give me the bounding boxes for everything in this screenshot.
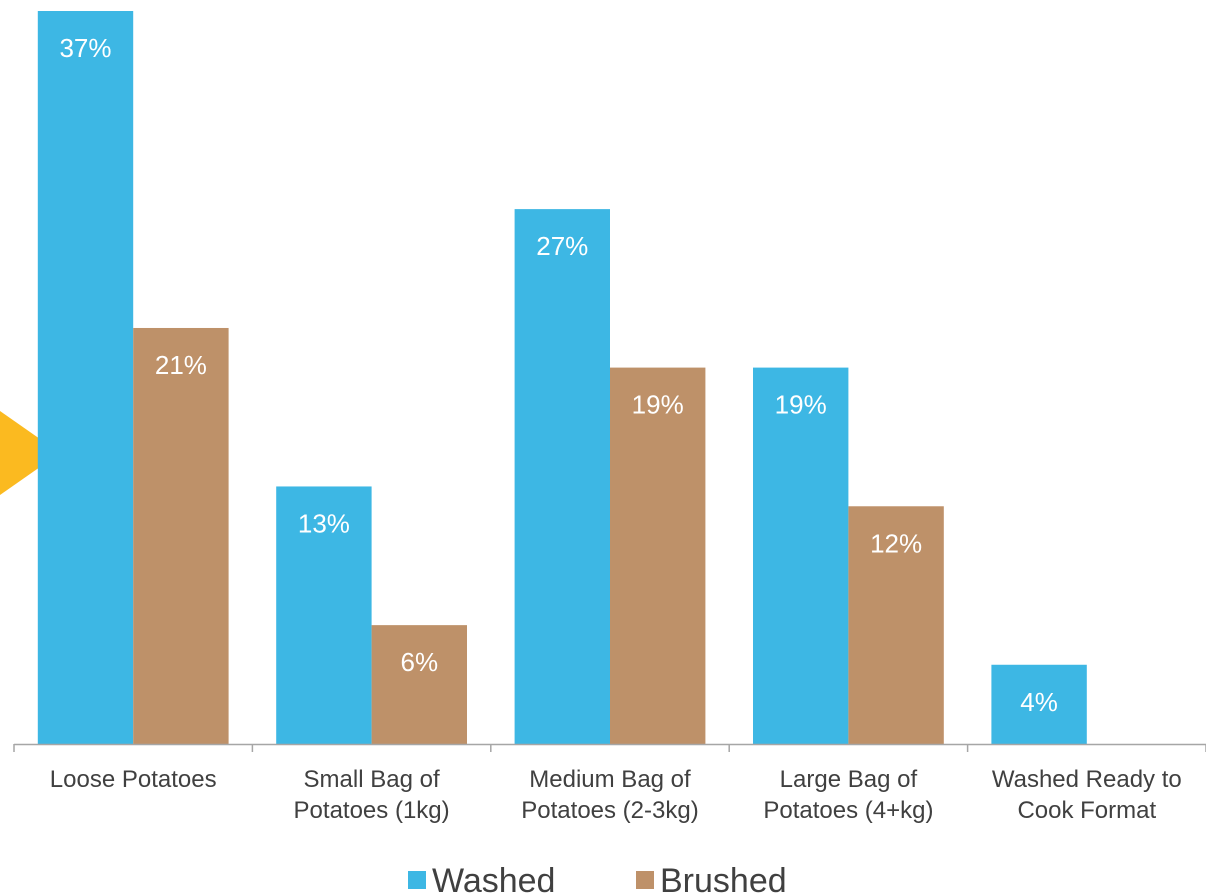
data-label-washed-4: 4% bbox=[1020, 687, 1058, 717]
bars-group bbox=[37, 11, 1087, 745]
legend-swatch-washed bbox=[408, 871, 426, 889]
bar-brushed-2 bbox=[610, 367, 706, 744]
legend-label-washed: Washed bbox=[432, 862, 555, 896]
category-label-1: Small Bag of Potatoes (1kg) bbox=[294, 766, 450, 824]
legend: Washed Brushed bbox=[408, 862, 787, 896]
data-label-brushed-3: 12% bbox=[870, 528, 922, 558]
pointer-arrow-icon bbox=[0, 411, 60, 495]
bar-washed-1 bbox=[276, 486, 372, 744]
bar-washed-3 bbox=[753, 367, 849, 744]
category-label-0: Loose Potatoes bbox=[50, 766, 217, 793]
category-labels-group: Loose Potatoes Small Bag of Potatoes (1kg)… bbox=[50, 766, 1182, 824]
bar-labels-group: 37% 13% 27% 19% 4% 21% 6% 19% 12% bbox=[59, 33, 1057, 717]
bar-washed-2 bbox=[514, 209, 610, 745]
data-label-washed-1: 13% bbox=[298, 508, 350, 538]
bar-brushed-0 bbox=[133, 327, 229, 744]
category-label-2: Medium Bag of Potatoes (2-3kg) bbox=[521, 766, 698, 824]
legend-swatch-brushed bbox=[636, 871, 654, 889]
data-label-washed-3: 19% bbox=[775, 390, 827, 420]
category-label-4: Washed Ready to Cook Format bbox=[992, 766, 1182, 824]
data-label-brushed-1: 6% bbox=[401, 647, 439, 677]
x-axis bbox=[13, 743, 1206, 752]
legend-label-brushed: Brushed bbox=[660, 862, 787, 896]
bar-brushed-1 bbox=[371, 625, 467, 744]
bar-washed-4 bbox=[991, 664, 1087, 744]
data-label-brushed-0: 21% bbox=[155, 350, 207, 380]
bar-washed-0 bbox=[37, 11, 134, 744]
data-label-washed-0: 37% bbox=[59, 33, 111, 63]
category-label-3: Large Bag of Potatoes (4+kg) bbox=[763, 766, 933, 824]
data-label-brushed-2: 19% bbox=[632, 390, 684, 420]
bar-brushed-3 bbox=[848, 506, 944, 744]
data-label-washed-2: 27% bbox=[536, 231, 588, 261]
